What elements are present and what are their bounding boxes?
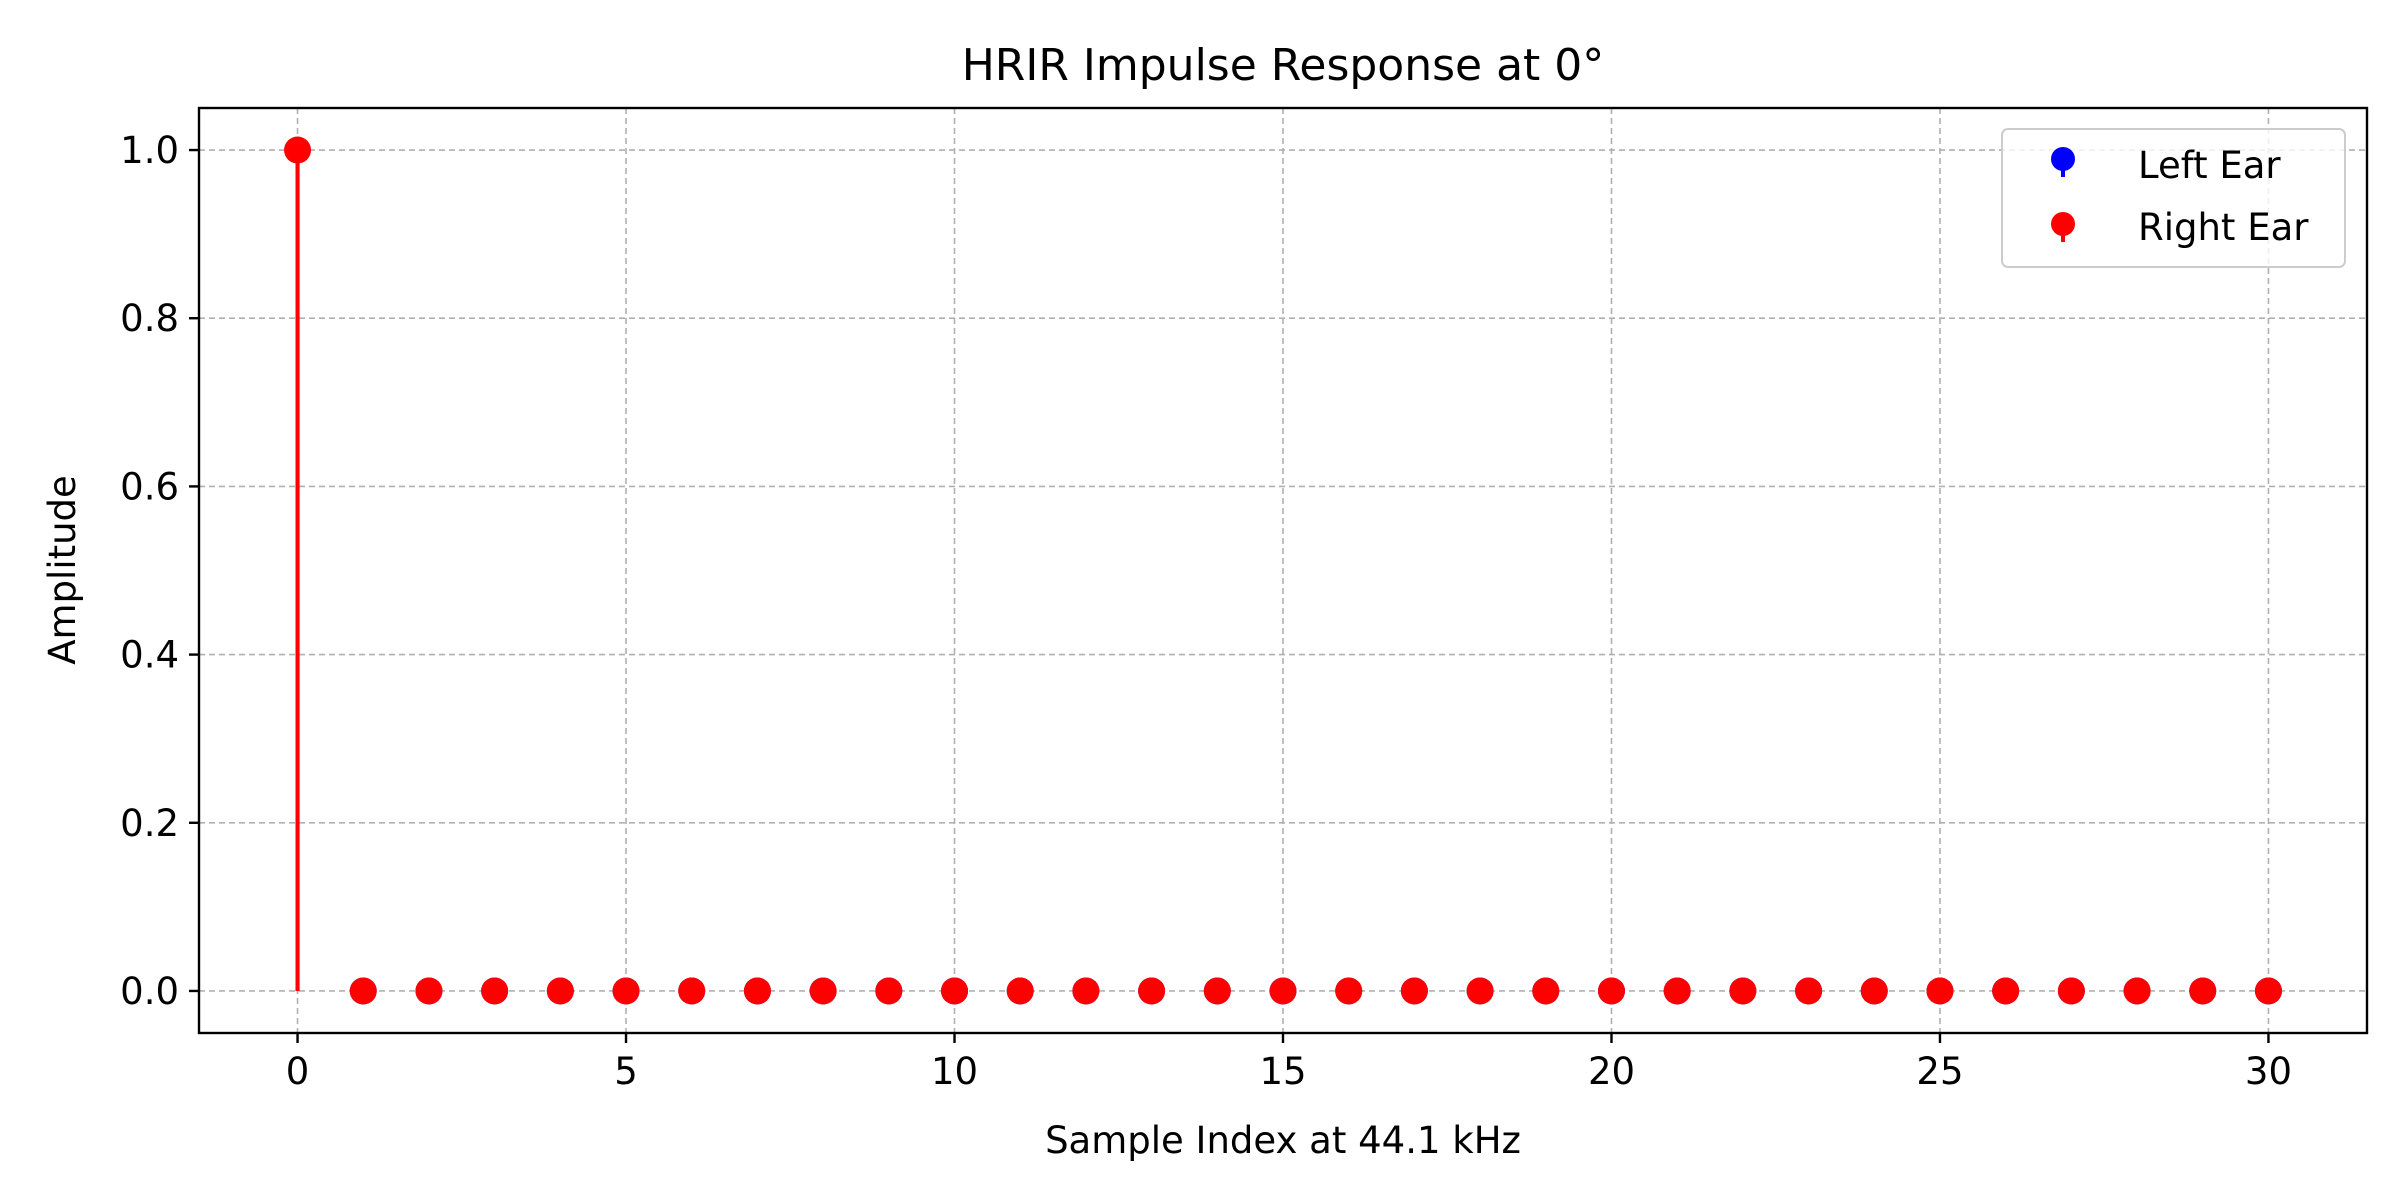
x-tick-label: 15: [1259, 1050, 1306, 1093]
x-tick-label: 20: [1588, 1050, 1635, 1093]
x-tick-label: 5: [614, 1050, 638, 1093]
x-tick-label: 30: [2245, 1050, 2292, 1093]
right-ear-marker: [809, 977, 837, 1005]
legend-right-ear-label: Right Ear: [2138, 206, 2309, 249]
right-ear-marker: [481, 977, 509, 1005]
right-ear-marker: [1335, 977, 1363, 1005]
right-ear-marker: [1992, 977, 2020, 1005]
legend-frame: [2001, 128, 2346, 268]
right-ear-marker: [1860, 977, 1888, 1005]
right-ear-marker: [2189, 977, 2217, 1005]
y-tick-label: 1.0: [120, 129, 179, 172]
legend-entry-right-ear: Right Ear: [2051, 206, 2309, 249]
right-ear-marker: [2254, 977, 2282, 1005]
right-ear-marker: [1926, 977, 1954, 1005]
y-tick-label: 0.2: [120, 802, 179, 845]
right-ear-marker: [1400, 977, 1428, 1005]
y-tick-label: 0.4: [120, 634, 179, 677]
y-tick-label: 0.6: [120, 465, 179, 508]
right-ear-marker: [1597, 977, 1625, 1005]
legend-left-ear-label: Left Ear: [2138, 144, 2281, 187]
right-ear-marker: [1532, 977, 1560, 1005]
y-tick-label: 0.0: [120, 970, 179, 1013]
right-ear-marker: [546, 977, 574, 1005]
right-ear-marker: [875, 977, 903, 1005]
right-ear-marker: [2057, 977, 2085, 1005]
plot-area-frame: [197, 106, 2369, 1035]
right-ear-marker: [1138, 977, 1166, 1005]
right-ear-marker: [1269, 977, 1297, 1005]
right-ear-marker: [1663, 977, 1691, 1005]
legend: Left Ear Right Ear: [2001, 128, 2346, 268]
x-tick-label: 10: [931, 1050, 978, 1093]
right-ear-marker: [1795, 977, 1823, 1005]
x-tick-label: 25: [1916, 1050, 1963, 1093]
right-ear-marker: [743, 977, 771, 1005]
x-axis-label: Sample Index at 44.1 kHz: [1045, 1119, 1521, 1162]
right-ear-marker: [1006, 977, 1034, 1005]
x-tick-label: 0: [286, 1050, 310, 1093]
right-ear-marker: [1729, 977, 1757, 1005]
right-ear-marker: [284, 136, 312, 164]
right-ear-marker: [415, 977, 443, 1005]
right-ear-marker: [349, 977, 377, 1005]
right-ear-marker: [2123, 977, 2151, 1005]
right-ear-marker: [612, 977, 640, 1005]
ticks-layer: 0 5 10 15 20 25 30 0.0 0.2 0.4 0.6 0.8 1.0: [120, 129, 2292, 1093]
right-ear-marker: [678, 977, 706, 1005]
right-ear-marker: [1203, 977, 1231, 1005]
y-tick-label: 0.8: [120, 297, 179, 340]
markers-layer: [284, 136, 2282, 1005]
right-ear-marker: [1072, 977, 1100, 1005]
y-axis-label: Amplitude: [41, 475, 84, 665]
legend-left-ear-marker-icon: [2051, 147, 2075, 171]
legend-right-ear-marker-icon: [2051, 212, 2075, 236]
right-ear-marker: [941, 977, 969, 1005]
chart-title: HRIR Impulse Response at 0°: [962, 40, 1605, 91]
legend-entry-left-ear: Left Ear: [2051, 144, 2281, 187]
right-ear-marker: [1466, 977, 1494, 1005]
grid-layer: [199, 108, 2367, 1033]
